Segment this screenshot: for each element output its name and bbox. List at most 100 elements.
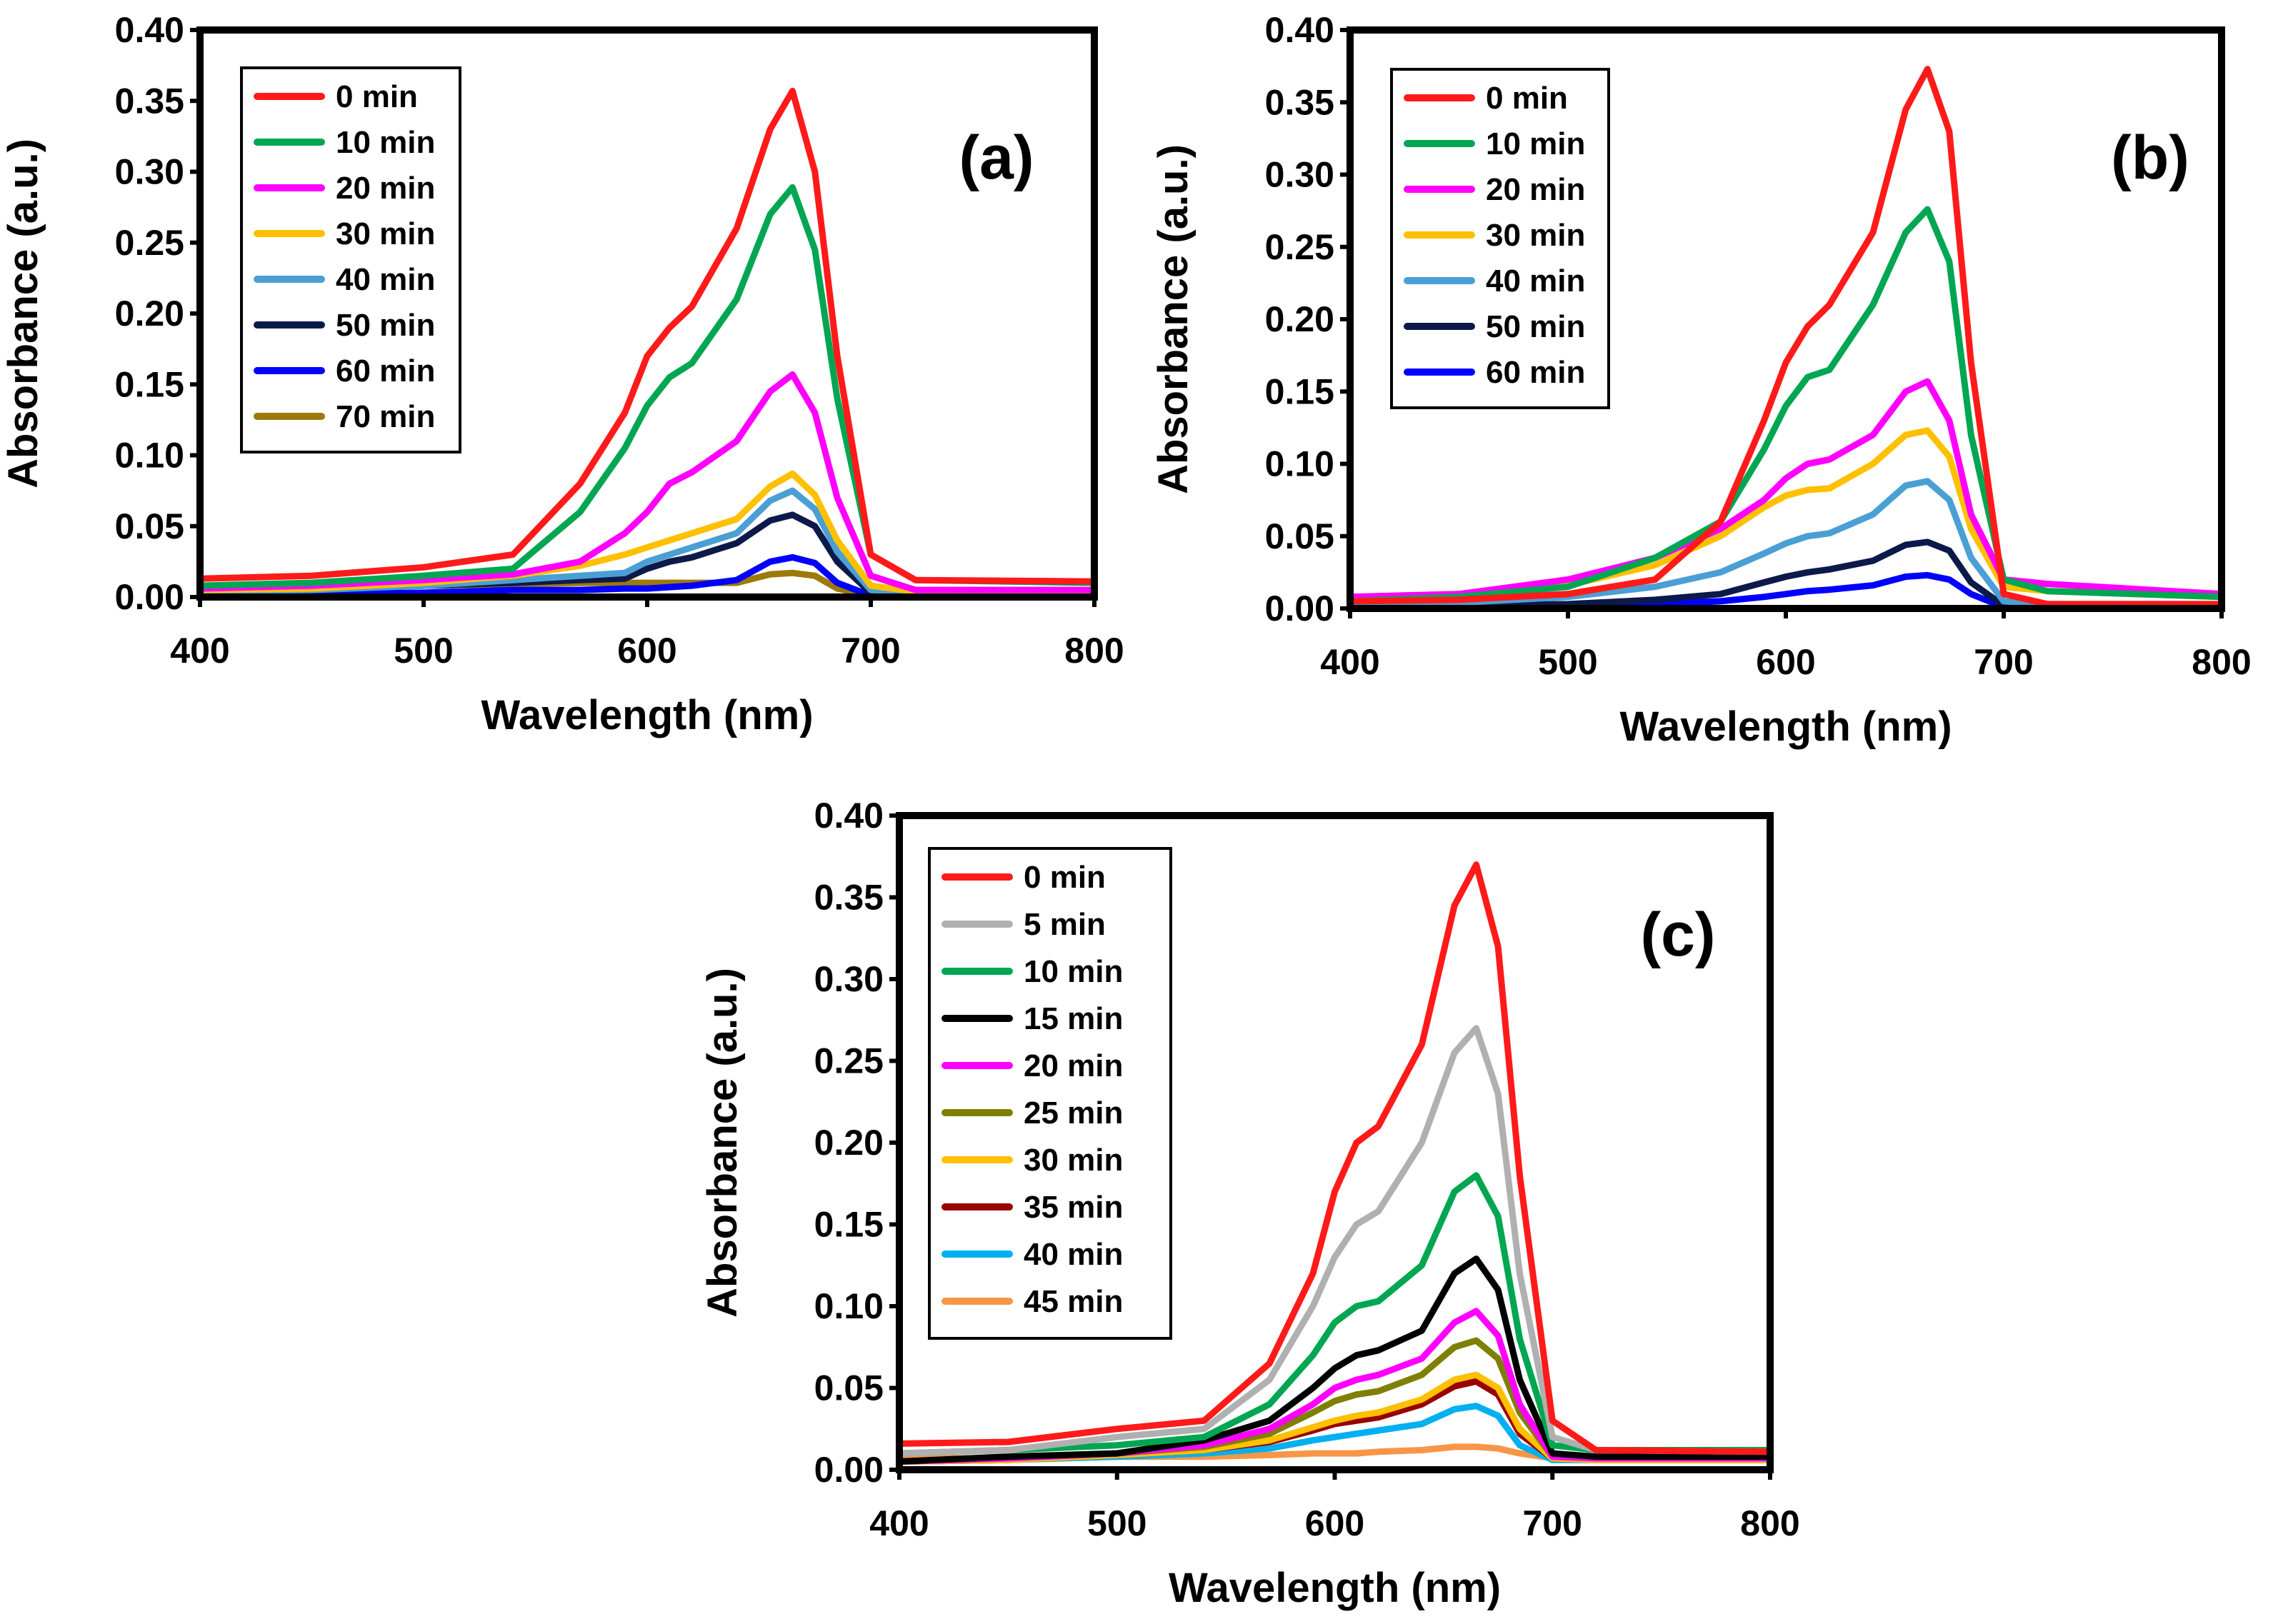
legend-label: 5 min — [1024, 907, 1106, 942]
y-tick-label: 0.10 — [814, 1286, 884, 1326]
x-axis-title: Wavelength (nm) — [1169, 1565, 1501, 1611]
legend-box — [928, 847, 1172, 1340]
x-tick-label: 600 — [1756, 642, 1815, 682]
series-line-0-min — [1347, 66, 2225, 608]
y-tick-label: 0.30 — [115, 152, 184, 192]
y-tick-label: 0.35 — [1265, 82, 1334, 122]
legend-label: 40 min — [1486, 264, 1585, 299]
x-tick-label: 500 — [1087, 1503, 1147, 1543]
y-tick-label: 0.05 — [814, 1368, 884, 1408]
y-axis-title: Absorbance (a.u.) — [0, 139, 46, 488]
series-line-5-min — [896, 1025, 1774, 1457]
y-tick-label: 0.30 — [814, 959, 884, 999]
legend: 0 min 10 min 20 min 30 min 40 min 50 min 60 mi… — [1390, 68, 1610, 409]
series-line-15-min — [896, 1255, 1774, 1465]
x-tick-label: 500 — [394, 631, 453, 671]
legend-label: 0 min — [1024, 860, 1106, 895]
chart-panel-1: 0.00 0.05 0.10 0.15 0.20 0.25 0.30 0.35 0.40 400 5… — [1150, 10, 2252, 750]
y-tick-label: 0.25 — [1265, 227, 1334, 267]
y-tick-label: 0.10 — [1265, 444, 1334, 484]
legend-label: 10 min — [1486, 126, 1585, 161]
series-line-30-min — [1347, 427, 2225, 601]
legend: 0 min 10 min 20 min 30 min 40 min 50 min 60 mi… — [240, 66, 461, 453]
y-tick-label: 0.40 — [814, 796, 884, 836]
y-tick-label: 0.40 — [115, 10, 184, 50]
chart-panel-2: 0.00 0.05 0.10 0.15 0.20 0.25 0.30 0.35 0.40 400 5… — [699, 796, 1800, 1611]
legend-label: 0 min — [336, 79, 418, 114]
legend: 0 min 5 min 10 min 15 min 20 min 25 min 30 min… — [928, 847, 1172, 1340]
y-tick-label: 0.15 — [1265, 371, 1334, 411]
y-tick-label: 0.15 — [814, 1205, 884, 1245]
y-tick-label: 0.35 — [814, 878, 884, 918]
y-tick-label: 0.25 — [115, 223, 184, 263]
series-line-60-min — [1347, 571, 2225, 611]
legend-label: 20 min — [1486, 172, 1585, 207]
y-tick-label: 0.20 — [1265, 299, 1334, 339]
series-line-25-min — [896, 1337, 1774, 1465]
x-tick-label: 700 — [1523, 1503, 1582, 1543]
legend-label: 40 min — [336, 262, 435, 297]
legend-label: 30 min — [336, 216, 435, 251]
x-tick-label: 800 — [1740, 1503, 1799, 1543]
x-tick-label: 400 — [170, 631, 229, 671]
y-tick-label: 0.20 — [814, 1123, 884, 1163]
x-tick-label: 800 — [1064, 631, 1124, 671]
series-line-10-min — [896, 1172, 1774, 1457]
series-line-10-min — [196, 184, 1098, 589]
y-tick-label: 0.40 — [1265, 10, 1334, 50]
y-tick-label: 0.30 — [1265, 155, 1334, 195]
x-axis-title: Wavelength (nm) — [481, 692, 813, 738]
x-tick-label: 600 — [1305, 1503, 1364, 1543]
x-tick-label: 500 — [1538, 642, 1597, 682]
y-tick-label: 0.10 — [115, 436, 184, 476]
legend-label: 40 min — [1024, 1237, 1123, 1272]
chart-panel-0: 0.00 0.05 0.10 0.15 0.20 0.25 0.30 0.35 0.40 400 5… — [0, 10, 1124, 738]
series-line-20-min — [896, 1308, 1774, 1465]
panel-label: (c) — [1640, 901, 1715, 969]
series-line-50-min — [1347, 538, 2225, 611]
x-tick-label: 400 — [1320, 642, 1379, 682]
series-line-60-min — [196, 553, 1098, 601]
x-tick-label: 700 — [1974, 642, 2033, 682]
y-axis-title: Absorbance (a.u.) — [1150, 144, 1197, 494]
legend-label: 50 min — [336, 308, 435, 343]
legend-box — [240, 66, 461, 453]
x-axis-title: Wavelength (nm) — [1619, 703, 1952, 750]
series-line-20-min — [1347, 378, 2225, 601]
x-tick-label: 600 — [617, 631, 676, 671]
series-line-40-min — [196, 487, 1098, 596]
series-line-20-min — [196, 371, 1098, 593]
x-tick-label: 700 — [841, 631, 900, 671]
legend-label: 10 min — [1024, 954, 1123, 989]
legend-label: 15 min — [1024, 1001, 1123, 1036]
legend-label: 60 min — [336, 354, 435, 389]
legend-label: 20 min — [1024, 1048, 1123, 1083]
series-line-0-min — [896, 861, 1774, 1455]
y-tick-label: 0.35 — [115, 81, 184, 121]
legend-label: 30 min — [1024, 1143, 1123, 1178]
legend-label: 35 min — [1024, 1190, 1123, 1225]
y-tick-label: 0.15 — [115, 364, 184, 404]
y-tick-label: 0.20 — [115, 294, 184, 334]
y-tick-label: 0.05 — [1265, 516, 1334, 556]
legend-label: 25 min — [1024, 1096, 1123, 1131]
panel-label: (a) — [959, 124, 1034, 192]
legend-label: 10 min — [336, 125, 435, 160]
panel-label: (b) — [2111, 124, 2189, 192]
y-tick-label: 0.25 — [814, 1041, 884, 1081]
legend-label: 70 min — [336, 399, 435, 434]
y-tick-label: 0.00 — [814, 1450, 884, 1490]
x-tick-label: 400 — [869, 1503, 929, 1543]
y-tick-label: 0.00 — [115, 577, 184, 617]
legend-label: 20 min — [336, 171, 435, 206]
series-line-10-min — [1347, 206, 2225, 605]
y-axis-title: Absorbance (a.u.) — [699, 968, 746, 1318]
y-tick-label: 0.05 — [115, 506, 184, 546]
series-line-40-min — [1347, 478, 2225, 608]
legend-label: 45 min — [1024, 1284, 1123, 1319]
legend-label: 50 min — [1486, 309, 1585, 344]
legend-label: 60 min — [1486, 355, 1585, 390]
y-tick-label: 0.00 — [1265, 588, 1334, 628]
x-tick-label: 800 — [2192, 642, 2251, 682]
